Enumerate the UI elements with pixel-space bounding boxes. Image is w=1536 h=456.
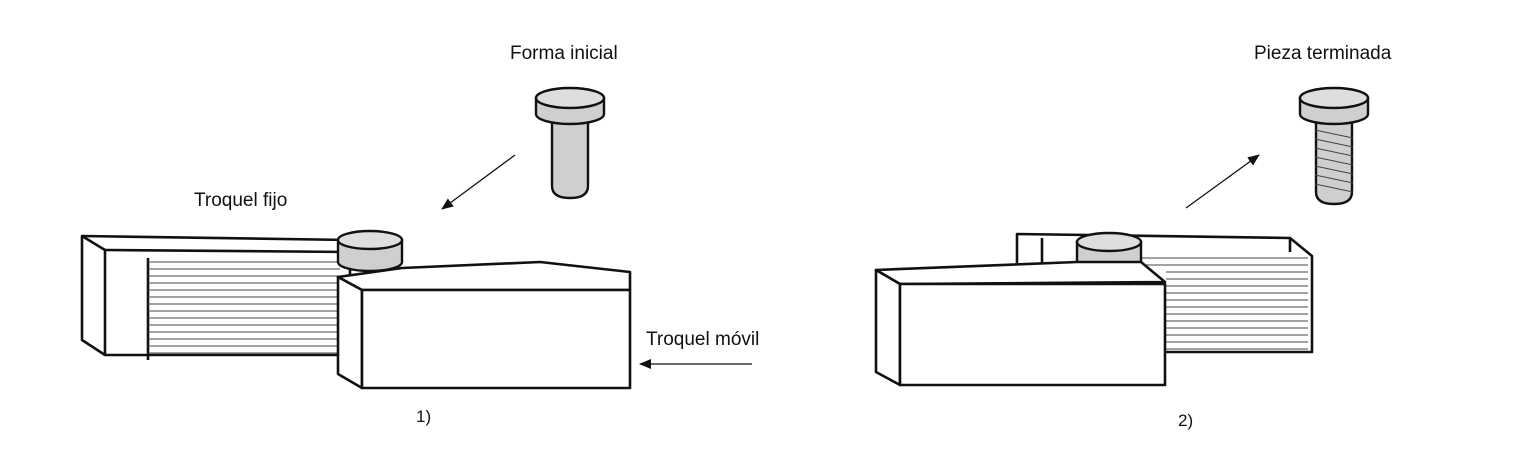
step-number-2: 2) [1178, 411, 1193, 430]
label-fixed-die: Troquel fijo [194, 190, 287, 211]
moving-die [338, 262, 630, 388]
arrow-blank-to-dies [442, 155, 515, 209]
initial-blank-part [536, 88, 604, 198]
label-moving-die: Troquel móvil [646, 329, 759, 350]
label-initial-form: Forma inicial [510, 43, 618, 64]
front-die [876, 262, 1165, 385]
finished-threaded-part [1300, 88, 1368, 204]
label-finished-piece: Pieza terminada [1254, 43, 1392, 64]
step-number-1: 1) [416, 407, 431, 426]
fixed-die [82, 236, 350, 360]
panel-1: Forma inicial Troquel fijo Troquel móvil… [82, 43, 759, 426]
blank-head-between-dies [338, 231, 402, 271]
arrow-piece-out [1186, 155, 1259, 208]
panel-2: Pieza terminada 2) [876, 43, 1392, 430]
